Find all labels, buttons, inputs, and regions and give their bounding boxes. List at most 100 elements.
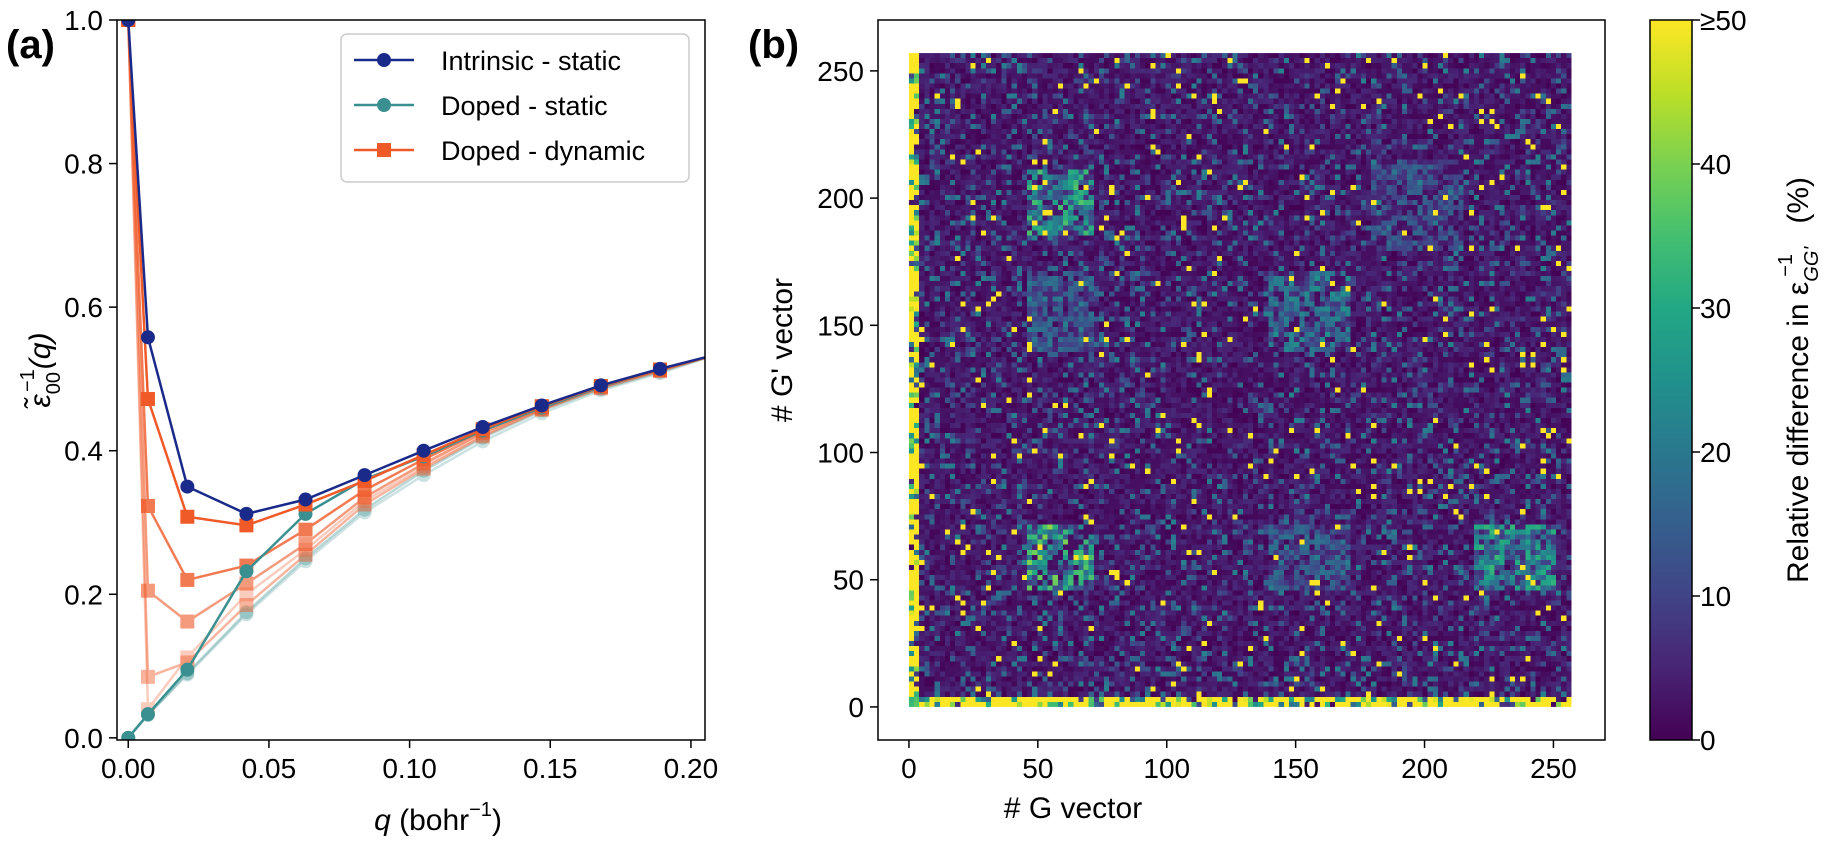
y-tick-label: 50 <box>833 565 864 596</box>
data-point-circle <box>357 468 372 483</box>
series-8 <box>121 20 726 521</box>
data-point-square <box>298 537 313 552</box>
data-point-circle <box>121 730 136 740</box>
data-point-circle <box>652 361 667 376</box>
colorbar-tick-label: ≥50 <box>1700 5 1747 36</box>
y-tick-label: 250 <box>817 56 864 87</box>
data-point-circle <box>416 468 431 483</box>
x-tick-label: 0.20 <box>664 753 719 784</box>
panel-a-legend: Intrinsic - static Doped - static Doped … <box>340 33 690 183</box>
series-0 <box>121 347 726 740</box>
data-point-square <box>239 587 254 602</box>
data-point-circle <box>140 707 155 722</box>
data-point-circle <box>357 502 372 517</box>
panel-b-y-axis-label: # G' vector <box>766 278 799 422</box>
colorbar-tick-label: 30 <box>1700 293 1731 324</box>
colorbar-label: Relative difference in εGG'−1 (%) <box>1775 177 1823 583</box>
y-tick-label: 150 <box>817 310 864 341</box>
series-line <box>127 20 705 516</box>
data-point-circle <box>180 662 195 677</box>
heatmap-image <box>908 53 1572 707</box>
data-point-square <box>140 669 155 684</box>
series-line <box>127 20 705 679</box>
data-point-circle <box>416 443 431 458</box>
colorbar-tick-label: 10 <box>1700 581 1731 612</box>
data-point-circle <box>712 347 726 361</box>
legend-marker-circle-doped-static <box>377 98 391 112</box>
data-point-square <box>180 650 195 665</box>
x-tick-label: 100 <box>1143 753 1190 784</box>
y-tick-label: 0.2 <box>64 579 103 610</box>
data-point-square <box>712 347 726 361</box>
y-tick-label: 0.8 <box>64 149 103 180</box>
y-tick-label: 100 <box>817 438 864 469</box>
panel-b-heatmap-cells <box>908 53 1572 707</box>
legend-entry-intrinsic-static: Intrinsic - static <box>354 46 621 76</box>
y-tick-label: 200 <box>817 183 864 214</box>
data-point-square <box>180 572 195 587</box>
colorbar-ticks: 0 10 20 30 40 ≥50 <box>1692 5 1747 756</box>
data-point-square <box>140 498 155 513</box>
data-point-circle <box>712 347 726 361</box>
y-tick-label: 0.4 <box>64 436 103 467</box>
data-point-circle <box>298 492 313 507</box>
series-line <box>127 357 705 739</box>
data-point-circle <box>534 398 549 413</box>
series-6 <box>121 347 726 740</box>
data-point-circle <box>298 554 313 569</box>
data-point-circle <box>239 607 254 622</box>
data-point-circle <box>239 564 254 579</box>
panel-b-label: (b) <box>748 23 799 67</box>
panel-b-ticks: 0 50 100 150 200 250 0 50 100 150 200 250 <box>817 56 1577 784</box>
data-point-circle <box>239 506 254 521</box>
legend-entry-doped-dynamic: Doped - dynamic <box>354 136 645 166</box>
y-tick-label: 0 <box>848 692 864 723</box>
x-tick-label: 0.15 <box>523 753 578 784</box>
data-point-square <box>140 583 155 598</box>
series-line <box>127 356 705 739</box>
data-point-circle <box>239 605 254 620</box>
data-point-circle <box>121 20 136 27</box>
panel-a-y-axis-label: ε̃00−1(q) <box>17 333 65 410</box>
data-point-square <box>712 347 726 361</box>
x-tick-label: 200 <box>1401 753 1448 784</box>
data-point-circle <box>298 551 313 566</box>
y-tick-label: 1.0 <box>64 5 103 36</box>
y-tick-label: 0.6 <box>64 292 103 323</box>
panel-a-series-group <box>121 20 726 740</box>
legend-marker-square-doped-dynamic <box>377 143 391 157</box>
y-tick-label: 0.0 <box>64 723 103 754</box>
data-point-circle <box>712 347 726 361</box>
panel-a-ticks: 0.00 0.05 0.10 0.15 0.20 0.0 0.2 0.4 0.6 0.8 1.0 <box>64 5 718 784</box>
data-point-circle <box>475 420 490 435</box>
data-point-circle <box>593 378 608 393</box>
data-point-square <box>298 547 313 562</box>
data-point-square <box>140 392 155 407</box>
series-1 <box>121 347 726 740</box>
data-point-square <box>712 347 726 361</box>
data-point-circle <box>140 330 155 345</box>
data-point-circle <box>712 347 726 361</box>
data-point-square <box>239 518 254 533</box>
legend-entry-doped-static: Doped - static <box>354 91 608 121</box>
x-tick-label: 150 <box>1272 753 1319 784</box>
colorbar-tick-label: 40 <box>1700 149 1731 180</box>
colorbar <box>1649 19 1693 741</box>
series-line <box>127 356 705 739</box>
legend-label-doped-static: Doped - static <box>441 91 608 121</box>
legend-box <box>340 33 690 183</box>
panel-a-x-axis-label: q (bohr−1) <box>374 799 502 837</box>
x-tick-label: 0 <box>901 753 917 784</box>
data-point-square <box>298 522 313 537</box>
data-point-square <box>712 347 726 361</box>
panel-a-label: (a) <box>6 23 55 67</box>
data-point-square <box>239 598 254 613</box>
legend-label-doped-dynamic: Doped - dynamic <box>441 136 645 166</box>
panel-a-axes-frame <box>116 19 706 741</box>
legend-marker-circle-intrinsic <box>377 53 391 67</box>
legend-label-intrinsic-static: Intrinsic - static <box>441 46 621 76</box>
data-point-square <box>712 347 726 361</box>
panel-a-line-chart: (a) 0.00 0.05 0.10 0.15 0.20 0.0 0.2 0.4 0.6 0.8 1… <box>6 5 726 837</box>
x-tick-label: 250 <box>1530 753 1577 784</box>
data-point-square <box>239 576 254 591</box>
